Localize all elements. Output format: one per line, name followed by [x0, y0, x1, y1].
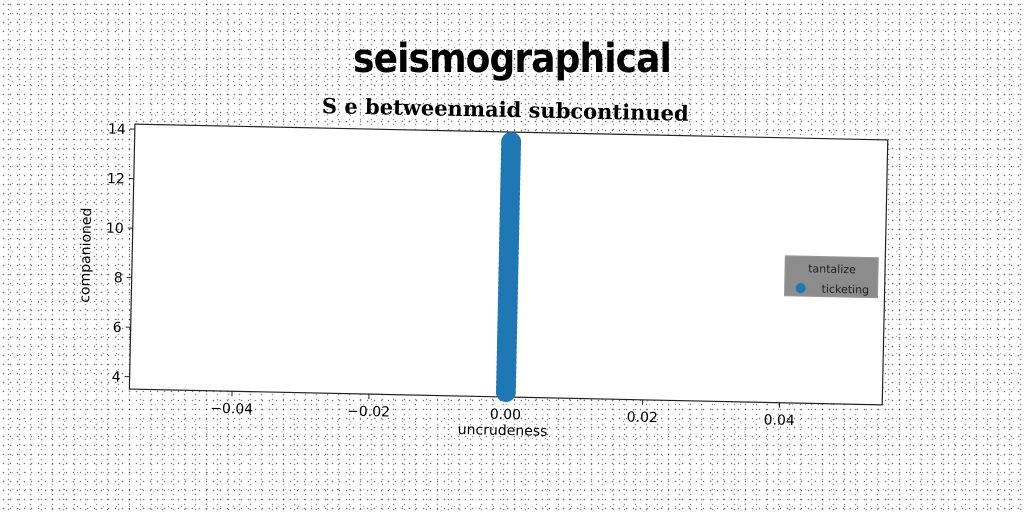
y-axis-label: companioned — [77, 207, 95, 302]
super-title: seismographical — [353, 36, 672, 82]
y-tick-label: 4 — [112, 369, 121, 385]
x-tick-label: −0.04 — [210, 401, 253, 418]
y-axis: 4 6 8 10 12 14 — [106, 122, 135, 386]
x-tick-label: −0.02 — [347, 404, 390, 421]
series-ticketing — [495, 131, 522, 403]
x-tick-label: 0.02 — [627, 410, 659, 427]
x-tick-label: 0.04 — [763, 412, 795, 429]
y-tick-label: 6 — [113, 320, 122, 336]
x-tick-label: 0.00 — [490, 407, 522, 424]
y-tick-label: 12 — [107, 171, 125, 187]
y-tick-label: 8 — [114, 270, 123, 286]
legend: tantalize ticketing — [783, 255, 879, 299]
y-tick-label: 10 — [106, 221, 124, 237]
data-point — [501, 131, 522, 152]
x-axis: −0.04 −0.02 0.00 0.02 0.04 — [210, 391, 795, 429]
chart-title: S e betweenmaid subcontinued — [322, 93, 690, 126]
legend-label-ticketing: ticketing — [821, 283, 869, 297]
legend-title: tantalize — [808, 262, 856, 276]
y-tick-label: 14 — [108, 122, 126, 138]
legend-box — [783, 255, 879, 299]
x-axis-label: uncrudeness — [458, 422, 548, 440]
legend-marker-ticketing — [795, 283, 806, 294]
